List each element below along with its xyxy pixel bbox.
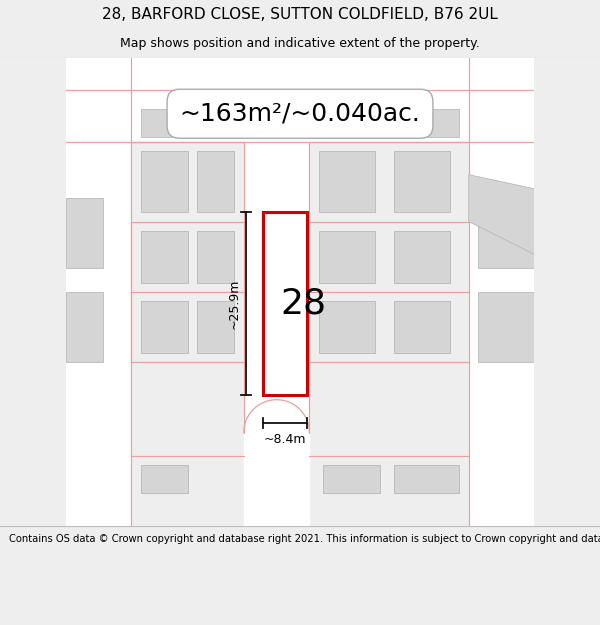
Bar: [140, 109, 187, 137]
Polygon shape: [244, 142, 310, 526]
Polygon shape: [65, 292, 103, 362]
Polygon shape: [478, 292, 535, 362]
Bar: [140, 301, 187, 352]
Bar: [394, 301, 450, 352]
Bar: [197, 301, 235, 352]
Text: ~25.9m: ~25.9m: [228, 278, 241, 329]
Polygon shape: [65, 58, 535, 142]
Bar: [319, 231, 375, 282]
Text: ~8.4m: ~8.4m: [263, 433, 306, 446]
Bar: [263, 212, 307, 395]
Bar: [319, 151, 375, 212]
Polygon shape: [469, 58, 535, 526]
Bar: [323, 465, 380, 494]
Polygon shape: [244, 400, 310, 432]
Polygon shape: [65, 198, 103, 269]
Bar: [323, 109, 380, 137]
Text: 28: 28: [280, 287, 326, 321]
Text: Map shows position and indicative extent of the property.: Map shows position and indicative extent…: [120, 37, 480, 49]
Text: Contains OS data © Crown copyright and database right 2021. This information is : Contains OS data © Crown copyright and d…: [9, 534, 600, 544]
Polygon shape: [65, 58, 131, 526]
Bar: [140, 231, 187, 282]
Polygon shape: [469, 174, 535, 254]
Bar: [394, 151, 450, 212]
Bar: [319, 301, 375, 352]
Bar: [197, 151, 235, 212]
Polygon shape: [478, 189, 535, 269]
Text: ~163m²/~0.040ac.: ~163m²/~0.040ac.: [179, 102, 421, 126]
Bar: [140, 465, 187, 494]
Bar: [394, 465, 460, 494]
Bar: [140, 151, 187, 212]
Text: 28, BARFORD CLOSE, SUTTON COLDFIELD, B76 2UL: 28, BARFORD CLOSE, SUTTON COLDFIELD, B76…: [102, 7, 498, 22]
Bar: [394, 109, 460, 137]
Bar: [197, 231, 235, 282]
Bar: [394, 231, 450, 282]
